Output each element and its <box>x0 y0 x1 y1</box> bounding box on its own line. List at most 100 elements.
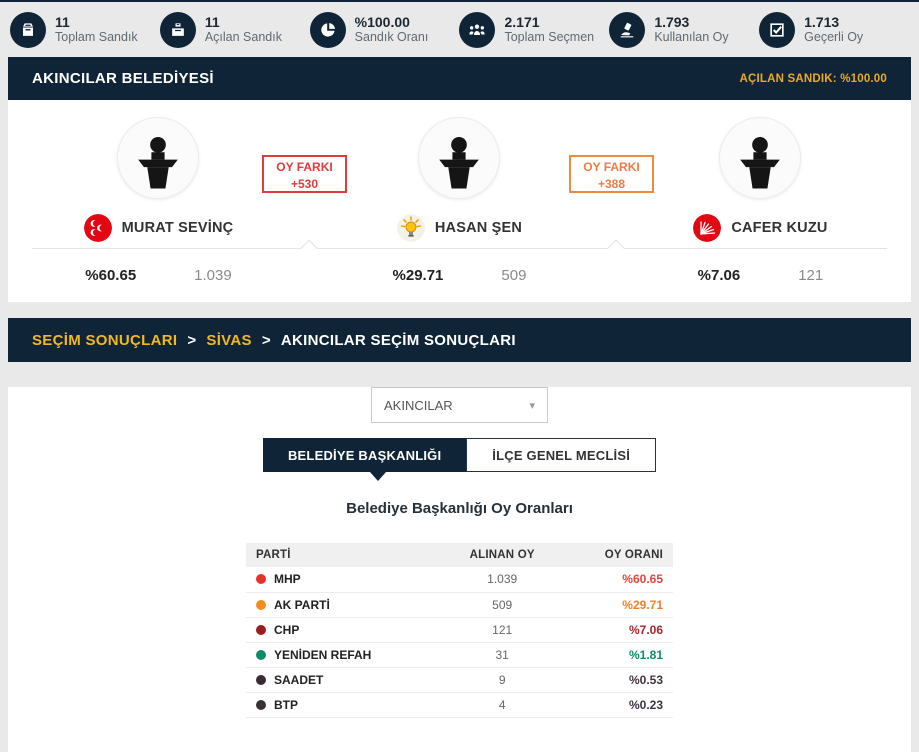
stat-label: Kullanılan Oy <box>654 30 729 44</box>
candidate-votes: 1.039 <box>194 267 232 284</box>
vote-gap-label: OY FARKI <box>276 160 333 174</box>
voters-icon <box>459 11 496 48</box>
chevron-right-icon: > <box>261 331 271 349</box>
candidates-divider <box>32 239 887 257</box>
party-votes: 1.039 <box>438 567 567 593</box>
result-tabs: BELEDİYE BAŞKANLIĞI İLÇE GENEL MECLİSİ <box>8 438 911 472</box>
candidate-percent: %29.71 <box>392 267 444 284</box>
breadcrumb-current: AKINCILAR SEÇİM SONUÇLARI <box>280 331 516 349</box>
party-name: AK PARTİ <box>274 597 330 612</box>
stat-label: Açılan Sandık <box>204 30 282 44</box>
municipality-title: AKINCILAR BELEDİYESİ <box>32 70 214 87</box>
party-color-dot <box>256 624 266 635</box>
party-votes: 121 <box>438 617 567 643</box>
party-ratio: %29.71 <box>566 592 673 618</box>
stat-value: 2.171 <box>504 14 540 30</box>
tab-district-council[interactable]: İLÇE GENEL MECLİSİ <box>466 438 657 472</box>
party-ratio: %7.06 <box>566 617 673 643</box>
party-votes: 509 <box>438 592 567 618</box>
party-name: MHP <box>274 572 301 587</box>
party-name: BTP <box>274 697 298 712</box>
municipality-title-bar: AKINCILAR BELEDİYESİ AÇILAN SANDIK: %100… <box>8 57 911 100</box>
mhp-logo-icon <box>83 214 112 242</box>
chp-logo-icon <box>693 214 722 242</box>
candidate-votes: 509 <box>501 267 527 284</box>
stat-label: Toplam Seçmen <box>504 30 595 44</box>
party-ratio: %0.23 <box>566 692 673 718</box>
party-name: CHP <box>274 622 300 637</box>
vote-gap-badge-1: OY FARKI +530 <box>262 155 347 193</box>
akp-logo-icon <box>396 214 425 242</box>
top-accent-line <box>0 0 919 2</box>
party-color-dot <box>256 649 266 660</box>
vote-gap-label: OY FARKI <box>583 160 640 174</box>
candidate-avatar <box>719 117 802 199</box>
stat-ballot-box-ratio: %100.00 Sandık Oranı <box>309 11 460 48</box>
table-row: AK PARTİ 509 %29.71 <box>246 592 673 618</box>
candidates-section: MURAT SEVİNÇ HASAN ŞEN <box>8 100 911 302</box>
stat-value: 1.713 <box>804 14 840 30</box>
candidate-percent: %60.65 <box>85 267 137 284</box>
stat-label: Sandık Oranı <box>354 30 429 44</box>
valid-vote-icon <box>759 11 796 48</box>
vote-gap-badge-2: OY FARKI +388 <box>569 155 654 193</box>
table-row: CHP 121 %7.06 <box>246 617 673 643</box>
party-color-dot <box>256 574 266 585</box>
opened-ballot-box-icon <box>159 11 196 48</box>
party-votes: 4 <box>438 692 567 718</box>
stat-label: Geçerli Oy <box>804 30 864 44</box>
chevron-down-icon: ▾ <box>529 399 535 412</box>
candidate-votes: 121 <box>798 267 824 284</box>
pie-chart-icon <box>309 11 346 48</box>
party-ratio: %0.53 <box>566 667 673 693</box>
tab-mayorship[interactable]: BELEDİYE BAŞKANLIĞI <box>262 438 467 472</box>
candidate-avatar <box>418 117 501 199</box>
opened-ballot-ratio-label: AÇILAN SANDIK: %100.00 <box>739 72 887 85</box>
stat-total-ballot-boxes: 11 Toplam Sandık <box>10 11 160 48</box>
results-panel: AKINCILAR ▾ BELEDİYE BAŞKANLIĞI İLÇE GEN… <box>8 387 911 752</box>
table-row: SAADET 9 %0.53 <box>246 667 673 693</box>
breadcrumb-link-province[interactable]: SİVAS <box>206 331 252 349</box>
chevron-right-icon: > <box>187 331 197 349</box>
candidate-card-3: CAFER KUZU <box>610 100 911 243</box>
candidate-result-3: %7.06 121 <box>610 249 911 302</box>
district-select[interactable]: AKINCILAR ▾ <box>371 387 548 423</box>
column-header-party: PARTİ <box>246 543 439 567</box>
column-header-votes: ALINAN OY <box>438 543 567 567</box>
stat-opened-ballot-boxes: 11 Açılan Sandık <box>159 11 310 48</box>
party-results-table: PARTİ ALINAN OY OY ORANI MHP 1.039 %60.6… <box>246 543 673 718</box>
column-header-ratio: OY ORANI <box>566 543 673 567</box>
table-row: MHP 1.039 %60.65 <box>246 567 673 593</box>
party-ratio: %60.65 <box>566 567 673 593</box>
candidate-name: CAFER KUZU <box>731 220 828 236</box>
stat-valid-votes: 1.713 Geçerli Oy <box>759 11 909 48</box>
party-votes: 9 <box>438 667 567 693</box>
ballot-box-icon <box>10 11 46 48</box>
candidate-avatar <box>117 117 200 199</box>
stat-value: %100.00 <box>354 14 410 30</box>
table-row: YENİDEN REFAH 31 %1.81 <box>246 642 673 668</box>
party-ratio: %1.81 <box>566 642 673 668</box>
breadcrumb-bar: SEÇİM SONUÇLARI > SİVAS > AKINCILAR SEÇİ… <box>8 318 911 362</box>
party-color-dot <box>256 699 266 710</box>
breadcrumb: SEÇİM SONUÇLARI > SİVAS > AKINCILAR SEÇİ… <box>32 332 516 349</box>
cast-vote-icon <box>609 11 646 48</box>
breadcrumb-link-election-results[interactable]: SEÇİM SONUÇLARI <box>32 331 178 349</box>
candidate-card-1: MURAT SEVİNÇ <box>8 100 309 243</box>
party-votes: 31 <box>438 642 567 668</box>
active-tab-pointer <box>369 472 386 481</box>
stat-label: Toplam Sandık <box>55 30 138 44</box>
candidate-card-2: HASAN ŞEN <box>309 100 610 243</box>
stat-total-voters: 2.171 Toplam Seçmen <box>459 11 609 48</box>
party-color-dot <box>256 674 266 685</box>
table-title: Belediye Başkanlığı Oy Oranları <box>346 500 573 517</box>
vote-gap-value: +530 <box>290 177 319 191</box>
party-name: SAADET <box>274 672 324 687</box>
stat-value: 1.793 <box>654 14 690 30</box>
candidate-percent: %7.06 <box>697 267 741 284</box>
candidate-name: HASAN ŞEN <box>434 220 523 236</box>
party-color-dot <box>256 599 266 610</box>
stat-value: 11 <box>55 14 70 30</box>
stat-value: 11 <box>204 14 220 30</box>
